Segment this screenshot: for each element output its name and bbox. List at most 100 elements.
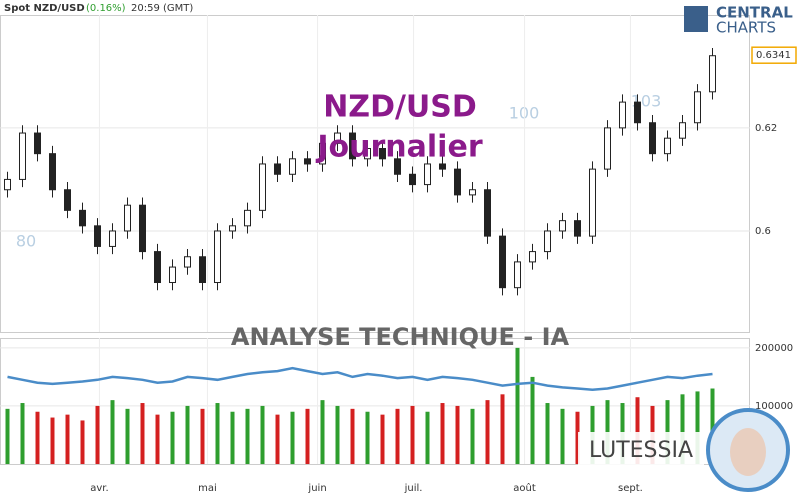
volume-bar (350, 408, 355, 464)
volume-bar (380, 414, 385, 464)
volume-bar (170, 411, 175, 464)
volume-bar (695, 391, 700, 464)
y-tick-label: 0.62 (755, 123, 777, 134)
volume-bar (545, 403, 550, 464)
candle-body (394, 158, 401, 175)
volume-bar (140, 403, 145, 464)
volume-bar (125, 408, 130, 464)
volume-bar (35, 411, 40, 464)
volume-bar (530, 376, 535, 464)
candle-body (694, 91, 701, 124)
volume-bar (50, 417, 55, 464)
last-price-box (751, 46, 797, 64)
volume-bar (290, 411, 295, 464)
candle-body (604, 127, 611, 170)
candle-body (94, 225, 101, 247)
candle-body (529, 251, 536, 263)
watermark-title: NZD/USD (323, 90, 477, 125)
last-price-label: 0.6341 (756, 50, 791, 61)
candle-body (424, 163, 431, 186)
candle-body (574, 220, 581, 237)
volume-bar (260, 405, 265, 464)
x-tick-label: sept. (618, 483, 643, 494)
x-tick-label: mai (198, 483, 217, 494)
volume-bar (365, 411, 370, 464)
volume-bar (335, 405, 340, 464)
candle-body (679, 122, 686, 139)
volume-bar (455, 405, 460, 464)
volume-bar (440, 403, 445, 464)
y-tick-label: 200000 (755, 343, 793, 354)
volume-bar (215, 403, 220, 464)
candle-body (664, 137, 671, 155)
time: 20:59 (GMT) (131, 3, 193, 14)
candle-body (439, 163, 446, 170)
volume-bar (20, 403, 25, 464)
volume-bar (575, 411, 580, 464)
candle-body (364, 148, 371, 160)
x-tick-label: juin (307, 483, 326, 494)
volume-bar (395, 408, 400, 464)
candle-body (229, 225, 236, 232)
candle-body (259, 163, 266, 211)
volume-bar (80, 420, 85, 464)
change: (0.16%) (86, 3, 126, 14)
brand-logo (684, 6, 708, 32)
volume-line (7, 366, 713, 391)
volume-bar (470, 408, 475, 464)
volume-bar (635, 397, 640, 464)
volume-bar (230, 411, 235, 464)
candle-body (709, 55, 716, 93)
volume-bar (485, 400, 490, 464)
volume-bar (200, 408, 205, 464)
candle-body (379, 148, 386, 160)
candle-body (154, 251, 161, 284)
candle-body (79, 209, 86, 227)
volume-bar (425, 411, 430, 464)
volume-frame (0, 338, 750, 465)
brand-line: CHARTS (716, 19, 776, 37)
candle-body (499, 235, 506, 289)
volume-bar (500, 394, 505, 464)
candle-body (64, 189, 71, 211)
volume-bar (95, 405, 100, 464)
volume-bar (560, 408, 565, 464)
y-tick-label: 0.6 (755, 226, 771, 237)
candle-body (199, 256, 206, 284)
candle-body (109, 230, 116, 247)
candle-body (484, 189, 491, 237)
x-tick-label: avr. (90, 483, 108, 494)
volume-bar (245, 408, 250, 464)
candle-body (49, 153, 56, 191)
candle-body (469, 189, 476, 196)
x-tick-label: juil. (404, 483, 423, 494)
volume-bar (275, 414, 280, 464)
watermark-label: 80 (16, 232, 36, 251)
candle-body (34, 132, 41, 155)
candle-body (649, 122, 656, 155)
candle-body (304, 158, 311, 165)
candle-body (514, 261, 521, 289)
watermark-label: 100 (509, 104, 540, 123)
candle-body (289, 158, 296, 175)
candle-body (184, 256, 191, 268)
candle-body (334, 132, 341, 144)
candle-body (349, 132, 356, 160)
volume-bar (410, 405, 415, 464)
candle-body (4, 178, 11, 191)
price-frame (0, 15, 750, 333)
candle-body (124, 204, 131, 232)
volume-bar (305, 408, 310, 464)
volume-bar (515, 347, 520, 464)
candle-body (634, 101, 641, 124)
candle-body (169, 266, 176, 284)
x-tick-label: août (513, 482, 536, 494)
candle-body (559, 220, 566, 232)
candle-body (214, 230, 221, 284)
presenter-box (578, 432, 704, 466)
presenter: LUTESSIA (589, 438, 693, 463)
candle-body (319, 142, 326, 165)
